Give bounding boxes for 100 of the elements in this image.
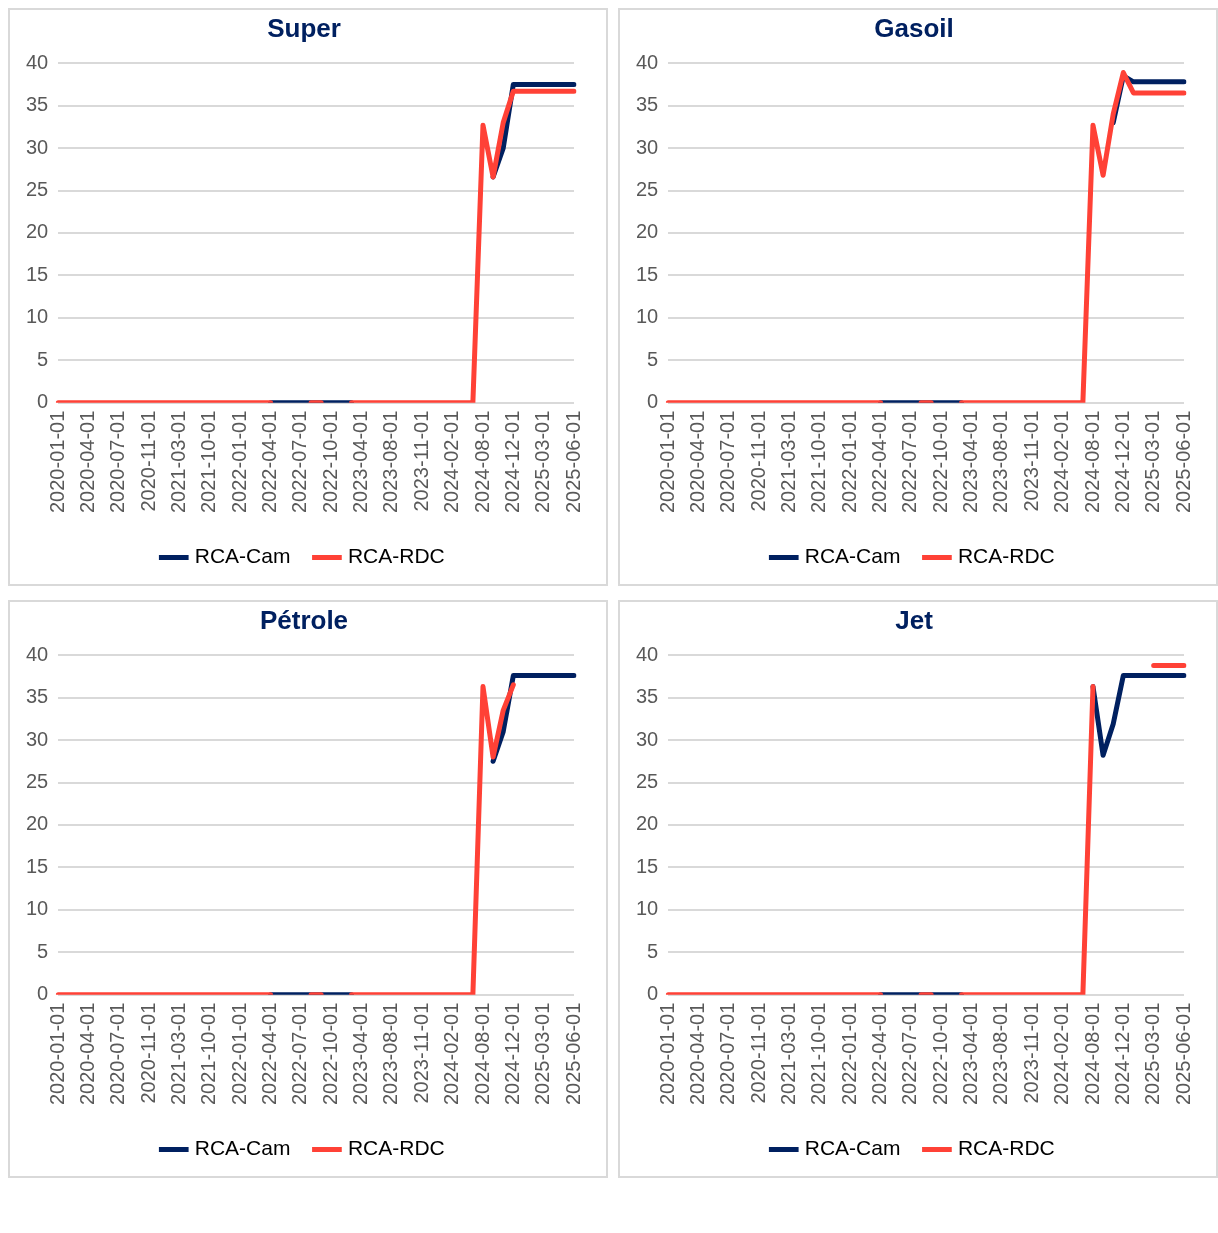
y-tick-label: 0 xyxy=(647,982,659,1005)
y-tick-label: 30 xyxy=(636,727,659,750)
x-tick-label: 2025-03-01 xyxy=(1141,1002,1164,1106)
x-tick-label: 2025-03-01 xyxy=(1141,410,1164,514)
x-tick-label: 2021-10-01 xyxy=(807,410,830,514)
y-tick-label: 15 xyxy=(26,262,49,285)
y-tick-label: 30 xyxy=(636,135,659,158)
y-tick-label: 25 xyxy=(636,770,659,793)
y-tick-label: 35 xyxy=(26,93,49,116)
x-tick-label: 2023-08-01 xyxy=(379,1002,402,1106)
x-tick-label: 2020-04-01 xyxy=(686,1002,709,1106)
x-tick-label: 2022-04-01 xyxy=(868,410,891,514)
y-tick-label: 35 xyxy=(636,93,659,116)
x-tick-label: 2020-07-01 xyxy=(716,410,739,514)
y-tick-label: 25 xyxy=(636,178,659,201)
x-tick-label: 2020-01-01 xyxy=(655,410,678,514)
x-tick-label: 2023-11-01 xyxy=(409,410,432,512)
legend-label: RCA-RDC xyxy=(347,1136,445,1160)
y-tick-label: 0 xyxy=(37,982,49,1005)
x-tick-label: 2024-08-01 xyxy=(1080,410,1103,514)
x-tick-label: 2020-11-01 xyxy=(136,1002,159,1104)
x-tick-label: 2024-08-01 xyxy=(470,410,493,514)
x-tick-label: 2023-11-01 xyxy=(409,1002,432,1104)
y-tick-label: 40 xyxy=(636,642,659,665)
chart-title: Super xyxy=(267,12,341,43)
x-tick-label: 2025-06-01 xyxy=(561,410,584,514)
y-tick-label: 15 xyxy=(636,262,659,285)
x-tick-label: 2023-11-01 xyxy=(1019,410,1042,512)
x-tick-label: 2020-01-01 xyxy=(655,1002,678,1106)
y-tick-label: 5 xyxy=(647,939,659,962)
x-tick-label: 2022-07-01 xyxy=(898,410,921,514)
x-tick-label: 2022-10-01 xyxy=(318,1002,341,1106)
x-tick-label: 2025-06-01 xyxy=(561,1002,584,1106)
y-tick-label: 40 xyxy=(26,50,49,73)
chart-title: Jet xyxy=(895,604,934,635)
x-tick-label: 2025-06-01 xyxy=(1171,1002,1194,1106)
y-tick-label: 5 xyxy=(647,347,659,370)
x-tick-label: 2021-03-01 xyxy=(777,410,800,514)
x-tick-label: 2022-01-01 xyxy=(837,410,860,514)
legend-label: RCA-Cam xyxy=(804,1136,901,1160)
y-tick-label: 25 xyxy=(26,178,49,201)
x-tick-label: 2022-07-01 xyxy=(898,1002,921,1106)
x-tick-label: 2024-12-01 xyxy=(1110,410,1133,514)
legend-label: RCA-RDC xyxy=(957,544,1055,568)
y-tick-label: 35 xyxy=(26,685,49,708)
x-tick-label: 2020-11-01 xyxy=(746,410,769,512)
y-tick-label: 40 xyxy=(26,642,49,665)
x-tick-label: 2022-10-01 xyxy=(928,410,951,514)
x-tick-label: 2023-04-01 xyxy=(349,1002,372,1106)
x-tick-label: 2025-03-01 xyxy=(531,1002,554,1106)
x-tick-label: 2024-02-01 xyxy=(1050,1002,1073,1106)
x-tick-label: 2023-08-01 xyxy=(989,1002,1012,1106)
x-tick-label: 2024-12-01 xyxy=(500,410,523,514)
x-tick-label: 2020-11-01 xyxy=(746,1002,769,1104)
x-tick-label: 2023-11-01 xyxy=(1019,1002,1042,1104)
x-tick-label: 2021-10-01 xyxy=(807,1002,830,1106)
y-tick-label: 30 xyxy=(26,727,49,750)
y-tick-label: 20 xyxy=(26,812,49,835)
legend-label: RCA-RDC xyxy=(347,544,445,568)
y-tick-label: 0 xyxy=(37,390,49,413)
x-tick-label: 2023-08-01 xyxy=(379,410,402,514)
y-tick-label: 10 xyxy=(26,305,49,328)
x-tick-label: 2022-01-01 xyxy=(227,410,250,514)
y-tick-label: 10 xyxy=(26,897,49,920)
y-tick-label: 5 xyxy=(37,939,49,962)
x-tick-label: 2024-02-01 xyxy=(440,1002,463,1106)
y-tick-label: 40 xyxy=(636,50,659,73)
chart-title: Pétrole xyxy=(259,604,349,635)
x-tick-label: 2024-08-01 xyxy=(470,1002,493,1106)
x-tick-label: 2020-04-01 xyxy=(76,410,99,514)
x-tick-label: 2022-07-01 xyxy=(288,1002,311,1106)
x-tick-label: 2023-04-01 xyxy=(959,1002,982,1106)
y-tick-label: 35 xyxy=(636,685,659,708)
y-tick-label: 20 xyxy=(26,220,49,243)
x-tick-label: 2024-12-01 xyxy=(1110,1002,1133,1106)
x-tick-label: 2022-01-01 xyxy=(837,1002,860,1106)
x-tick-label: 2020-04-01 xyxy=(76,1002,99,1106)
y-tick-label: 10 xyxy=(636,897,659,920)
x-tick-label: 2021-10-01 xyxy=(197,410,220,514)
x-tick-label: 2020-01-01 xyxy=(45,410,68,514)
x-tick-label: 2020-07-01 xyxy=(106,410,129,514)
x-tick-label: 2024-02-01 xyxy=(1050,410,1073,514)
y-tick-label: 30 xyxy=(26,135,49,158)
y-tick-label: 0 xyxy=(647,390,659,413)
x-tick-label: 2020-07-01 xyxy=(716,1002,739,1106)
x-tick-label: 2022-04-01 xyxy=(258,1002,281,1106)
x-tick-label: 2022-04-01 xyxy=(258,410,281,514)
x-tick-label: 2022-01-01 xyxy=(227,1002,250,1106)
legend-label: RCA-RDC xyxy=(957,1136,1055,1160)
x-tick-label: 2021-03-01 xyxy=(167,1002,190,1106)
x-tick-label: 2023-04-01 xyxy=(959,410,982,514)
x-tick-label: 2022-07-01 xyxy=(288,410,311,514)
y-tick-label: 20 xyxy=(636,812,659,835)
x-tick-label: 2021-03-01 xyxy=(167,410,190,514)
legend-label: RCA-Cam xyxy=(194,1136,291,1160)
x-tick-label: 2023-08-01 xyxy=(989,410,1012,514)
x-tick-label: 2025-03-01 xyxy=(531,410,554,514)
y-tick-label: 5 xyxy=(37,347,49,370)
chart-title: Gasoil xyxy=(874,12,954,43)
x-tick-label: 2022-10-01 xyxy=(928,1002,951,1106)
